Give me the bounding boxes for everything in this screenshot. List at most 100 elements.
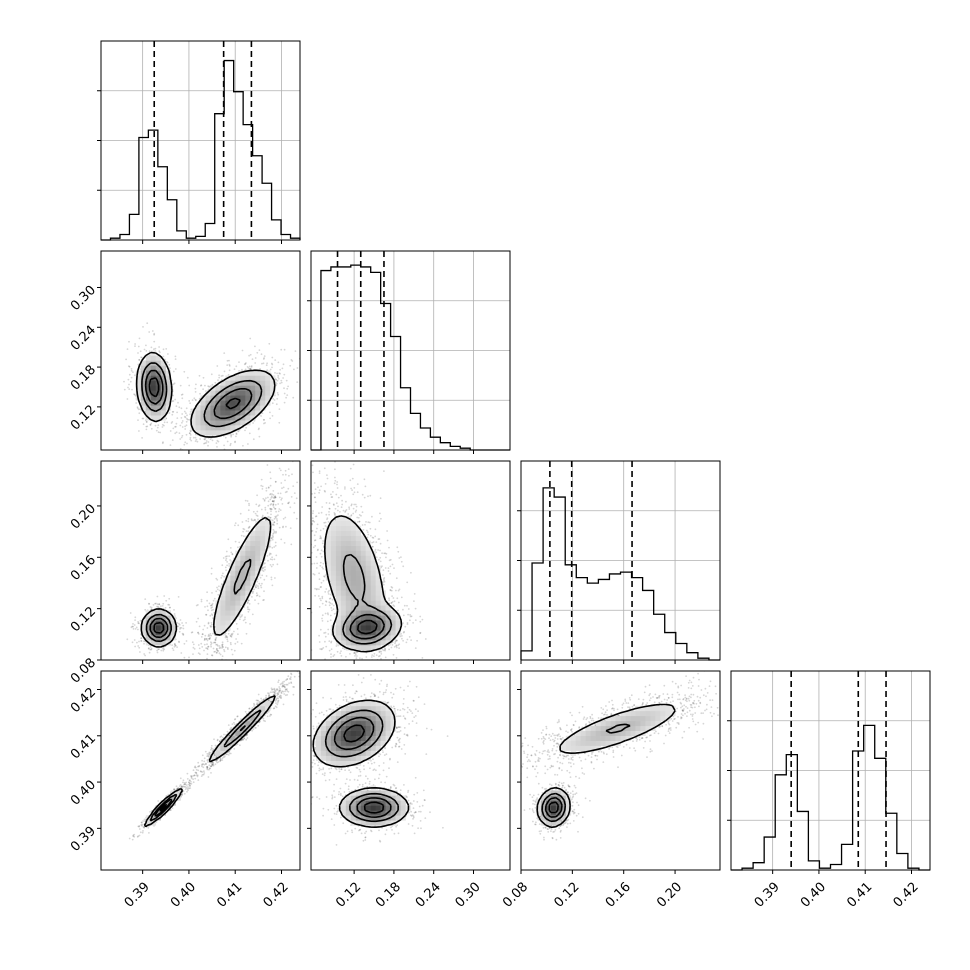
scatter-point <box>263 422 265 425</box>
scatter-point <box>267 559 269 562</box>
scatter-point <box>271 523 274 526</box>
scatter-point <box>313 562 316 565</box>
scatter-point <box>155 429 158 432</box>
scatter-point <box>295 431 297 433</box>
scatter-point <box>271 356 274 359</box>
density-cell <box>240 370 246 376</box>
scatter-point <box>284 516 287 519</box>
density-cell <box>240 405 246 411</box>
density-cell <box>150 630 157 636</box>
scatter-point <box>212 641 215 644</box>
scatter-point <box>234 642 237 645</box>
scatter-point <box>274 541 277 544</box>
density-cell <box>235 585 241 591</box>
scatter-point <box>125 358 127 361</box>
scatter-point <box>147 647 150 650</box>
contour-level-0 <box>140 516 272 648</box>
density-cell <box>145 355 152 361</box>
scatter-point <box>275 510 277 513</box>
density-cell <box>230 375 236 381</box>
scatter-point <box>272 528 275 531</box>
scatter-point <box>216 649 219 652</box>
density-cell <box>230 600 236 606</box>
scatter-point <box>210 607 213 609</box>
scatter-point <box>402 614 405 617</box>
scatter-point <box>221 655 224 658</box>
scatter-point <box>414 647 417 649</box>
density-cell <box>155 360 161 366</box>
scatter-point <box>302 481 304 483</box>
scatter-point <box>232 433 235 436</box>
scatter-point <box>273 399 276 401</box>
scatter-point <box>257 428 260 431</box>
scatter-point <box>324 612 327 615</box>
scatter-point <box>252 510 255 513</box>
scatter-point <box>255 594 258 597</box>
scatter-point <box>251 358 254 361</box>
scatter-point <box>216 439 219 442</box>
density-cell <box>250 395 256 401</box>
scatter-point <box>179 447 182 450</box>
scatter-point <box>363 496 366 499</box>
scatter-point <box>274 503 277 506</box>
scatter-point <box>201 646 204 648</box>
scatter-point <box>226 647 229 649</box>
density-cell <box>145 620 152 626</box>
scatter-point <box>384 552 387 555</box>
scatter-point <box>181 420 184 422</box>
density-cell <box>250 535 256 541</box>
scatter-point <box>321 620 324 622</box>
scatter-point <box>383 580 386 583</box>
density-cell <box>240 590 246 596</box>
scatter-point <box>319 628 322 631</box>
density-cell <box>160 640 166 646</box>
scatter-point <box>239 616 242 618</box>
scatter-point <box>210 613 213 615</box>
scatter-point <box>419 620 422 623</box>
scatter-point <box>273 499 275 502</box>
density-cell <box>255 560 261 566</box>
scatter-point <box>230 551 233 554</box>
scatter-point <box>272 563 274 566</box>
density-cell <box>230 380 236 386</box>
scatter-point <box>205 638 208 640</box>
density-cell <box>265 520 271 526</box>
density-cell <box>215 420 221 426</box>
density-cell <box>145 390 152 396</box>
scatter-point <box>276 372 278 375</box>
scatter-point <box>195 399 197 402</box>
scatter-point <box>317 595 320 597</box>
scatter-point <box>134 628 137 630</box>
scatter-point <box>276 522 279 525</box>
scatter-point <box>289 527 292 529</box>
scatter-point <box>206 643 208 646</box>
scatter-point <box>322 647 325 649</box>
density-cell <box>215 410 221 416</box>
scatter-point <box>247 520 250 523</box>
scatter-point <box>258 595 261 598</box>
scatter-point <box>296 439 298 441</box>
scatter-point <box>221 645 224 647</box>
scatter-point <box>247 527 250 529</box>
scatter-point <box>225 569 228 572</box>
scatter-point <box>366 529 368 532</box>
scatter-point <box>275 532 277 534</box>
scatter-point <box>247 601 249 604</box>
scatter-point <box>212 617 214 620</box>
scatter-point <box>159 431 162 434</box>
scatter-point <box>171 413 174 416</box>
scatter-point <box>128 388 131 390</box>
scatter-point <box>272 503 275 506</box>
density-cell <box>235 605 241 611</box>
density-cell <box>195 410 201 416</box>
scatter-point <box>261 516 263 519</box>
scatter-point <box>202 388 205 391</box>
scatter-point <box>222 646 225 649</box>
scatter-point <box>145 428 148 431</box>
scatter-point <box>380 657 382 660</box>
scatter-point <box>244 616 246 619</box>
density-cell <box>260 390 266 396</box>
scatter-point <box>231 653 234 656</box>
density-cell <box>165 620 171 626</box>
scatter-point <box>210 604 213 607</box>
